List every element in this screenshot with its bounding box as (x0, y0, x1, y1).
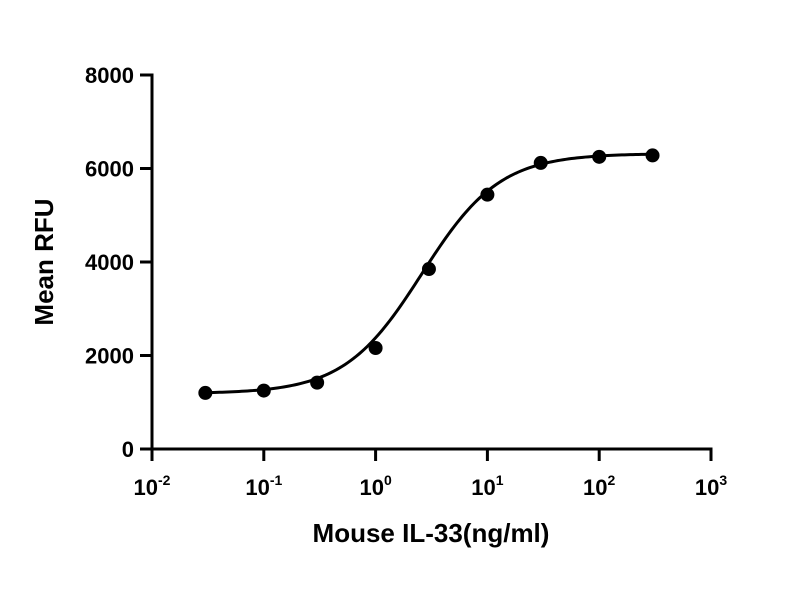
y-tick-label: 2000 (85, 344, 134, 369)
x-axis: 10-2 10-1 100 101 102 103 (134, 447, 727, 500)
data-point (533, 155, 548, 170)
x-tick-label: 101 (471, 472, 503, 500)
y-tick-label: 0 (122, 437, 134, 462)
y-tick-label: 6000 (85, 157, 134, 182)
data-point (198, 385, 213, 400)
x-tick-label: 10-2 (134, 472, 171, 500)
y-tick-label: 4000 (85, 250, 134, 275)
x-tick-label: 100 (359, 472, 391, 500)
data-point (480, 187, 495, 202)
data-point (256, 383, 271, 398)
y-axis-title: Mean RFU (29, 198, 59, 325)
data-point (368, 341, 383, 356)
data-point (310, 375, 325, 390)
plot-area (198, 148, 660, 400)
data-point (645, 148, 660, 163)
x-tick-label: 10-1 (245, 472, 282, 500)
y-axis: 0 2000 4000 6000 8000 (85, 63, 154, 462)
x-tick-label: 102 (583, 472, 615, 500)
data-point (421, 262, 436, 277)
x-tick-label: 103 (695, 472, 727, 500)
x-axis-title: Mouse IL-33(ng/ml) (313, 518, 550, 548)
data-point (592, 149, 607, 164)
y-tick-label: 8000 (85, 63, 134, 88)
